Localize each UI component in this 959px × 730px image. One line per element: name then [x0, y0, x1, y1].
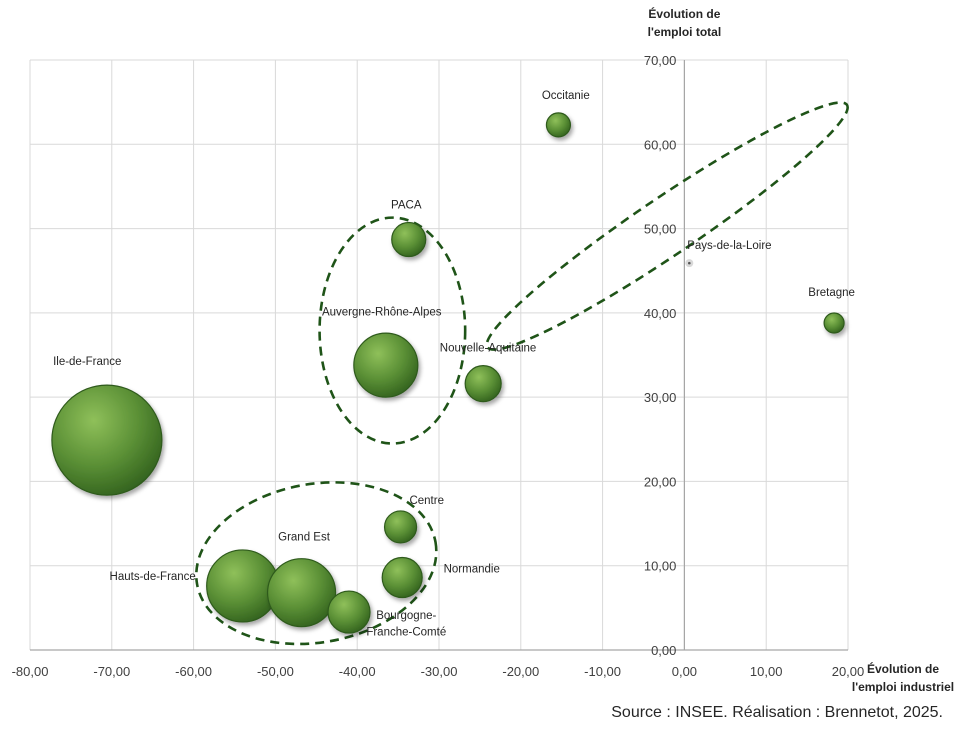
bubble-bourgogne-franche-comte — [327, 590, 371, 634]
x-tick-label: -30,00 — [421, 664, 458, 679]
label-bretagne: Bretagne — [808, 287, 855, 299]
x-tick-label: 0,00 — [672, 664, 697, 679]
x-tick-label: -20,00 — [502, 664, 539, 679]
bubble-grand-est — [266, 558, 337, 628]
y-axis-title: l'emploi total — [648, 25, 722, 39]
x-tick-label: -80,00 — [12, 664, 49, 679]
bubble-nouvelle-aquitaine — [464, 365, 502, 403]
bubble-auvergne-rhone-alpes — [353, 332, 419, 398]
label-grand-est: Grand Est — [278, 531, 331, 543]
y-tick-label: 50,00 — [644, 222, 677, 237]
cluster-ellipse-group-1 — [318, 216, 467, 445]
bubble-bretagne — [823, 312, 845, 334]
label-occitanie: Occitanie — [542, 90, 590, 102]
label-auvergne-rhone-alpes: Auvergne-Rhône-Alpes — [322, 306, 442, 318]
bubble-ile-de-france — [51, 384, 163, 496]
source-note: Source : INSEE. Réalisation : Brennetot,… — [611, 704, 943, 721]
bubble-core-pays-de-la-loire — [688, 261, 691, 265]
cluster-ellipse-group-3 — [194, 481, 438, 646]
label-bourgogne-franche-comte: Franche-Comté — [366, 627, 446, 639]
bubble-chart: Ile-de-France Hauts-de-France Grand Est Bou… — [12, 6, 955, 694]
x-tick-label: -40,00 — [339, 664, 376, 679]
x-tick-label: -70,00 — [93, 664, 130, 679]
label-paca: PACA — [391, 199, 422, 211]
x-tick-label: 20,00 — [832, 664, 865, 679]
y-tick-label: 20,00 — [644, 474, 677, 489]
label-pays-de-la-loire: Pays-de-la-Loire — [687, 240, 771, 252]
y-tick-label: 70,00 — [644, 53, 677, 68]
y-tick-label: 40,00 — [644, 306, 677, 321]
y-tick-label: 30,00 — [644, 390, 677, 405]
bubble-occitanie — [545, 112, 572, 138]
y-tick-label: 0,00 — [651, 643, 676, 658]
x-axis-title: l'emploi industriel — [852, 680, 954, 694]
y-tick-label: 60,00 — [644, 137, 677, 152]
bubble-paca — [391, 221, 427, 258]
x-tick-label: 10,00 — [750, 664, 783, 679]
label-nouvelle-aquitaine: Nouvelle-Aquitaine — [440, 343, 537, 355]
bubble-centre — [383, 510, 418, 544]
bubble-normandie — [381, 556, 423, 599]
label-bourgogne-franche-comte: Bourgogne- — [376, 610, 436, 622]
label-centre: Centre — [409, 495, 444, 507]
cluster-ellipse-group-2 — [485, 101, 849, 351]
label-hauts-de-france: Hauts-de-France — [110, 571, 196, 583]
x-tick-label: -60,00 — [175, 664, 212, 679]
x-tick-label: -10,00 — [584, 664, 621, 679]
x-axis-title: Évolution de — [867, 661, 939, 676]
label-normandie: Normandie — [444, 563, 500, 575]
label-ile-de-france: Ile-de-France — [53, 356, 121, 368]
y-tick-label: 10,00 — [644, 559, 677, 574]
x-tick-label: -50,00 — [257, 664, 294, 679]
y-axis-title: Évolution de — [648, 6, 720, 21]
